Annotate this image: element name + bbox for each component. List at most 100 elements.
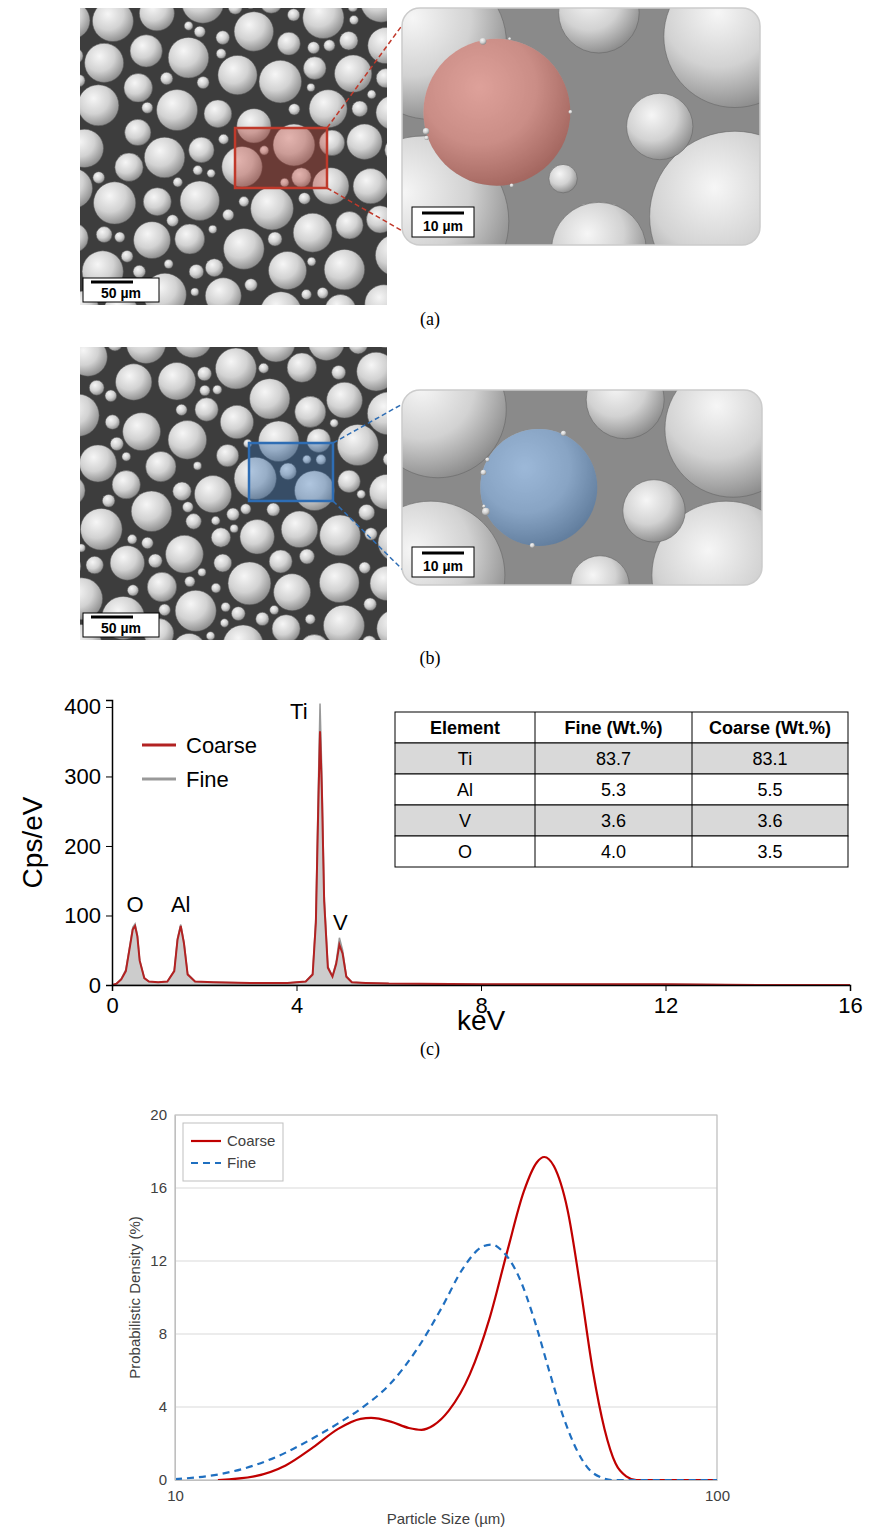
particle <box>144 137 185 178</box>
scale-bar-line <box>422 552 464 555</box>
particle <box>131 491 172 532</box>
tick-label: 4 <box>159 1398 167 1415</box>
tick: 16 <box>150 1179 175 1196</box>
zoom-line <box>333 501 406 573</box>
tick-mark <box>106 915 112 916</box>
particle <box>251 187 294 230</box>
tick: 300 <box>64 764 112 789</box>
particle <box>105 390 117 402</box>
particle <box>375 347 387 348</box>
tick-mark <box>481 985 482 991</box>
table-header: Element <box>430 718 500 738</box>
tick-label: 0 <box>89 973 101 998</box>
particle <box>268 232 282 246</box>
table-divider <box>535 743 536 774</box>
particle <box>206 632 215 640</box>
particle <box>423 39 570 186</box>
particle <box>362 636 376 640</box>
highlighted-particle <box>480 429 597 546</box>
particle <box>293 213 332 252</box>
particle <box>160 72 173 85</box>
particle <box>189 264 203 278</box>
tick: 200 <box>64 834 112 859</box>
particle <box>227 508 240 521</box>
table-row <box>395 712 848 743</box>
particle <box>303 57 326 80</box>
particle <box>627 93 693 159</box>
particle <box>142 537 154 549</box>
particle <box>223 625 263 640</box>
axis-title: Probabilistic Density (%) <box>126 1216 143 1379</box>
scale-bar-box <box>83 613 159 637</box>
axis: 048121620 <box>150 1106 175 1488</box>
tick-label: 10 <box>167 1487 184 1504</box>
axis: 10 100 <box>167 1480 730 1504</box>
particle <box>198 568 206 576</box>
particle <box>359 562 370 573</box>
grid-line <box>175 1188 717 1189</box>
particle <box>221 602 230 611</box>
particle <box>299 193 311 205</box>
series-line <box>112 731 850 985</box>
particle <box>194 26 205 37</box>
peak-label: V <box>333 910 348 935</box>
table-cell: 3.6 <box>601 811 626 831</box>
tick: 100 <box>705 1480 730 1504</box>
particle <box>80 508 122 550</box>
tick-label: 12 <box>150 1252 167 1269</box>
particle <box>176 404 187 415</box>
legend-label: Fine <box>227 1154 256 1171</box>
particle <box>110 546 144 580</box>
tick-label: 16 <box>838 993 862 1018</box>
particle <box>552 202 647 245</box>
particle <box>80 556 81 576</box>
particle <box>197 367 211 381</box>
tick-label: 100 <box>705 1487 730 1504</box>
particle <box>259 60 302 103</box>
table-cell: 5.5 <box>757 780 782 800</box>
series-line <box>175 1245 717 1480</box>
peak-label: Al <box>171 892 191 917</box>
particle <box>383 453 387 466</box>
plot-area <box>175 1157 717 1480</box>
particle <box>357 352 387 391</box>
particle <box>200 385 210 395</box>
particle <box>245 279 258 292</box>
particle <box>175 590 216 631</box>
particle <box>664 8 760 108</box>
particle <box>115 364 151 400</box>
particle <box>480 429 597 546</box>
particle <box>80 85 119 126</box>
particle <box>219 134 229 144</box>
particle <box>180 181 219 220</box>
table-cell: 83.7 <box>596 749 631 769</box>
particle <box>92 8 133 42</box>
legend-swatch <box>191 1140 221 1142</box>
particle <box>305 614 315 624</box>
particle <box>364 598 377 611</box>
satellite <box>482 505 485 508</box>
tick: 8 <box>159 1325 175 1342</box>
particle <box>324 40 335 51</box>
particle <box>215 348 256 389</box>
particle <box>367 392 387 435</box>
satellite <box>482 508 490 516</box>
axis-title: keV <box>457 1005 506 1036</box>
tick: 20 <box>150 1106 175 1123</box>
particle <box>108 347 123 351</box>
particle <box>365 528 377 540</box>
particle <box>324 249 364 289</box>
particle <box>86 556 103 573</box>
particle <box>112 471 140 499</box>
particle <box>375 234 387 276</box>
tick: 12 <box>150 1252 175 1269</box>
sem-image <box>80 8 387 305</box>
particle <box>191 288 199 296</box>
particle <box>586 390 664 439</box>
particle <box>173 633 206 640</box>
particle <box>197 77 209 89</box>
particle <box>274 574 311 611</box>
particle <box>209 225 217 233</box>
tick-mark <box>106 776 112 777</box>
particle <box>260 292 301 305</box>
